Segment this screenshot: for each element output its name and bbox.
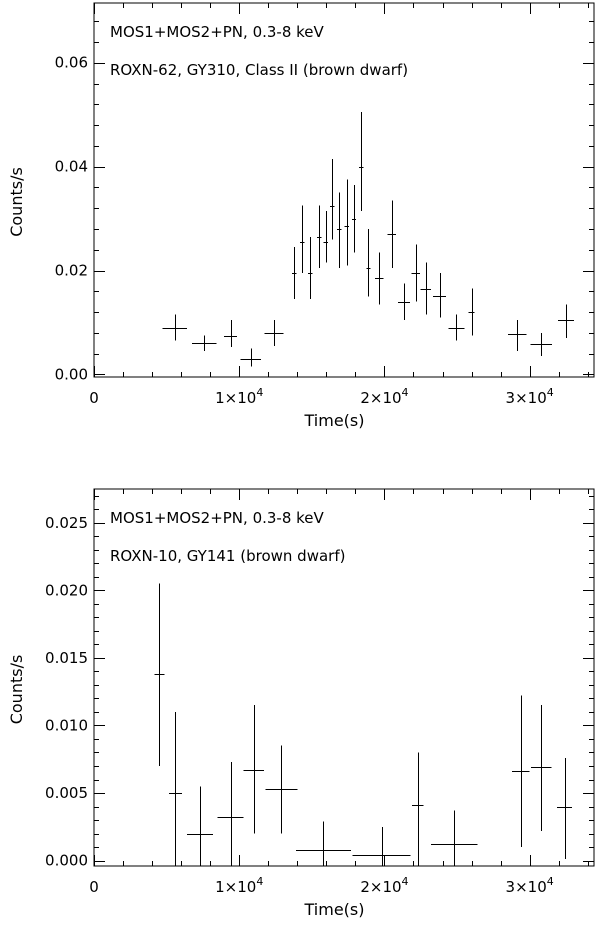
x-tick-label: 0 [89,389,99,407]
y-tick-label: 0.025 [45,514,88,532]
x-axis-label: Time(s) [304,900,365,919]
y-tick-label: 0.015 [45,649,88,667]
y-axis-label: Counts/s [7,167,26,237]
top-light-curve-panel: 0 1×104 2×104 3×104 0.00 0.02 0.04 0.06 Time(s) C… [7,2,595,430]
plot-frame [93,2,595,378]
annotation-text: MOS1+MOS2+PN, 0.3-8 keV [110,509,325,527]
x-tick-label: 2×104 [360,386,408,407]
y-tick-label: 0.00 [55,365,88,383]
x-tick-label: 2×104 [360,875,408,896]
x-tick-label: 0 [89,878,99,896]
y-tick-label: 0.06 [55,54,88,72]
annotation-text: MOS1+MOS2+PN, 0.3-8 keV [110,23,325,41]
y-tick-label: 0.020 [45,581,88,599]
y-tick-label: 0.000 [45,852,88,870]
annotation-text: ROXN-10, GY141 (brown dwarf) [110,547,345,565]
y-tick-label: 0.010 [45,716,88,734]
x-tick-label: 3×104 [506,386,554,407]
x-axis-label: Time(s) [304,411,365,430]
plot-frame [93,488,595,867]
y-tick-label: 0.04 [55,158,88,176]
x-tick-label: 1×104 [215,386,263,407]
bottom-light-curve-panel: 0 1×104 2×104 3×104 0.000 0.005 0.010 0.015 0.02… [7,488,595,919]
x-tick-label: 1×104 [215,875,263,896]
annotation-text: ROXN-62, GY310, Class II (brown dwarf) [110,61,408,79]
y-tick-label: 0.005 [45,784,88,802]
y-axis-label: Counts/s [7,655,26,725]
x-tick-label: 3×104 [506,875,554,896]
y-tick-label: 0.02 [55,262,88,280]
